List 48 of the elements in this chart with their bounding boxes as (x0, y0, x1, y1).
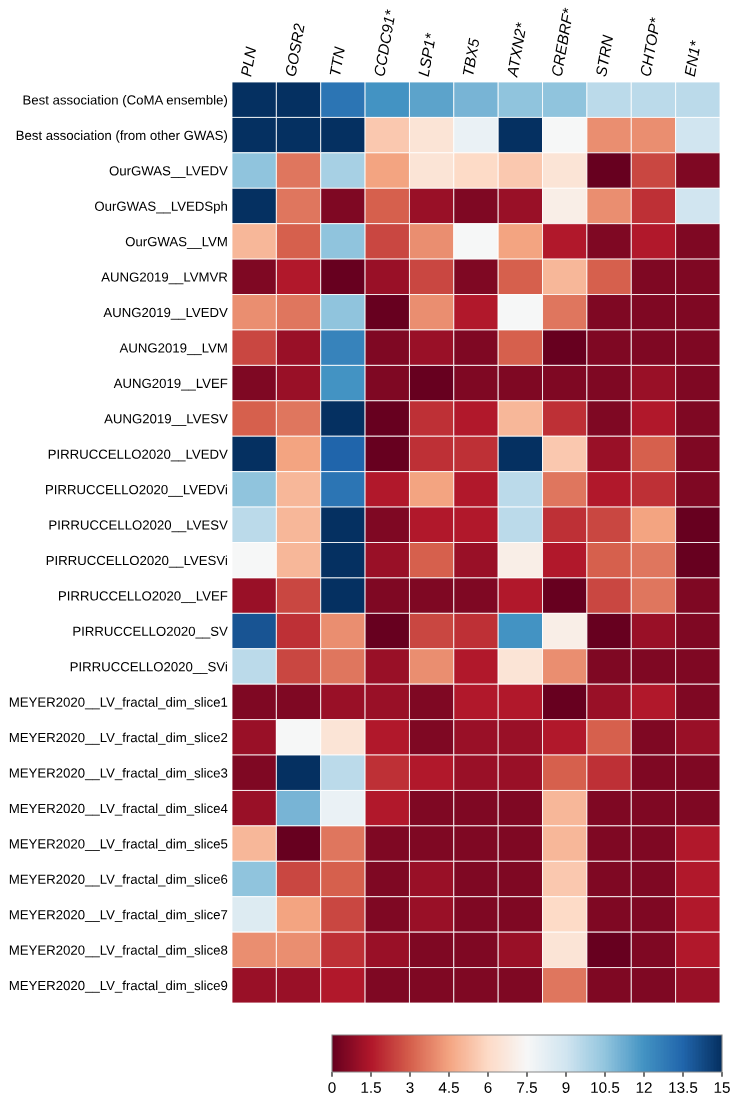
color-bar-label: 12 (636, 1082, 652, 1093)
y-tick-label: OurGWAS__LVM (125, 236, 227, 249)
y-tick-label: MEYER2020__LV_fractal_dim_slice4 (9, 803, 228, 816)
y-tick-label: Best association (from other GWAS) (16, 130, 228, 143)
x-tick-label: CCDC91* (373, 8, 397, 77)
y-tick-label: AUNG2019__LVM (119, 343, 227, 356)
y-tick-label: AUNG2019__LVMVR (101, 272, 228, 285)
y-tick-label: MEYER2020__LV_fractal_dim_slice3 (9, 767, 228, 781)
y-tick-label: OurGWAS__LVEDV (109, 166, 228, 178)
y-tick-label: MEYER2020__LV_fractal_dim_slice1 (9, 697, 228, 710)
color-bar-label: 0 (328, 1082, 336, 1093)
x-tick-label: CREBRF* (551, 7, 574, 77)
y-tick-label: MEYER2020__LV_fractal_dim_slice2 (9, 732, 228, 745)
y-tick-label: MEYER2020__LV_fractal_dim_slice7 (9, 909, 228, 922)
y-tick-label: AUNG2019__LVEDV (103, 307, 228, 320)
y-tick-label: PIRRUCCELLO2020__SV (73, 626, 228, 639)
y-tick-label: MEYER2020__LV_fractal_dim_slice6 (9, 874, 228, 887)
color-bar-label: 9 (562, 1082, 570, 1093)
y-tick-label: PIRRUCCELLO2020__LVEDV (48, 449, 228, 462)
color-bar-label: 3 (406, 1082, 414, 1093)
x-tick-label: EN1* (684, 39, 701, 77)
y-tick-label: PIRRUCCELLO2020__LVEDVi (46, 484, 227, 497)
color-bar-label: 15 (714, 1082, 730, 1093)
color-bar-label: 13.5 (669, 1082, 698, 1093)
x-tick-label: GOSR2 (285, 22, 305, 77)
color-bar-label: 6 (484, 1082, 492, 1093)
y-tick-label: PIRRUCCELLO2020__LVESV (49, 520, 228, 533)
x-tick-label: LSP1* (418, 32, 437, 77)
x-tick-label: PLN (240, 46, 257, 77)
x-tick-label: TTN (329, 46, 345, 76)
y-tick-label: PIRRUCCELLO2020__LVESVi (46, 555, 227, 568)
y-tick-label: MEYER2020__LV_fractal_dim_slice5 (9, 838, 228, 851)
y-tick-label: PIRRUCCELLO2020__LVEF (59, 591, 228, 604)
x-tick-label: TBX5 (462, 37, 480, 76)
y-tick-label: MEYER2020__LV_fractal_dim_slice8 (9, 945, 228, 958)
y-tick-label: MEYER2020__LV_fractal_dim_slice9 (9, 980, 228, 993)
x-tick-label: CHTOP* (639, 16, 661, 77)
y-tick-label: AUNG2019__LVEF (113, 378, 228, 391)
color-bar-label: 7.5 (517, 1082, 537, 1093)
color-bar-label: 10.5 (591, 1082, 620, 1093)
y-tick-label: Best association (CoMA ensemble) (23, 94, 228, 108)
x-tick-label: STRN (595, 34, 614, 77)
y-tick-label: OurGWAS__LVEDSph (94, 201, 227, 214)
color-bar-label: 1.5 (361, 1082, 381, 1093)
y-tick-label: AUNG2019__LVESV (104, 414, 228, 426)
x-tick-label: ATXN2* (506, 21, 527, 79)
y-tick-label: PIRRUCCELLO2020__SVi (70, 661, 227, 674)
color-bar-label: 4.5 (438, 1082, 459, 1093)
